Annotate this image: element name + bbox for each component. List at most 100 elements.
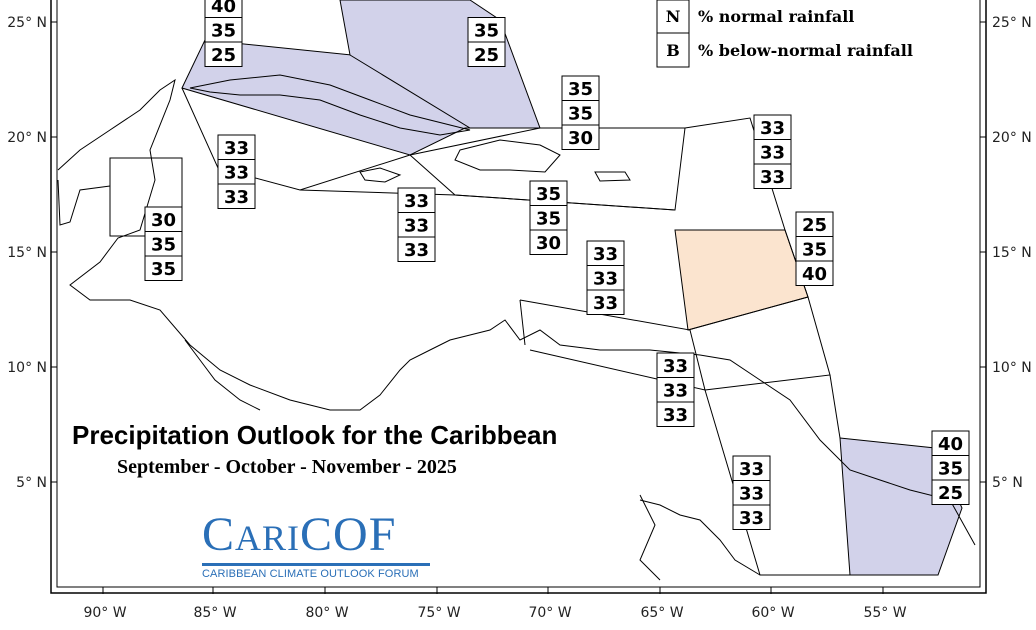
legend-box-b	[656, 32, 690, 68]
prob-cell	[561, 100, 600, 126]
prob-value-normal: 33	[224, 163, 249, 184]
prob-cell	[586, 289, 625, 315]
prob-value-normal: 35	[211, 21, 236, 42]
lon-tick-label: 75° W	[417, 605, 460, 621]
prob-value-above: 33	[739, 459, 764, 480]
prob-cell	[144, 231, 183, 257]
prob-value-above: 35	[536, 184, 561, 205]
lat-tick-label-left: 10° N	[7, 360, 47, 376]
prob-value-above: 33	[224, 138, 249, 159]
zone-box-hispaniola: 35 35 30	[529, 180, 568, 255]
prob-cell	[732, 480, 771, 506]
prob-value-normal: 35	[536, 209, 561, 230]
lat-tick-label-right: 20° N	[992, 130, 1032, 146]
legend: N % normal rainfall B % below-normal rai…	[656, 0, 913, 68]
lat-tick-label-left: 20° N	[7, 130, 47, 146]
prob-value-above: 33	[663, 356, 688, 377]
zone-box-jamaica: 33 33 33	[397, 187, 436, 262]
map-title: Precipitation Outlook for the Caribbean	[72, 420, 558, 450]
lon-tick-label: 85° W	[193, 605, 236, 621]
latitude-axis-left: 25° N 20° N 15° N 10° N 5° N	[7, 15, 57, 491]
prob-cell	[204, 17, 243, 43]
prob-value-normal: 33	[760, 143, 785, 164]
lon-tick-label: 60° W	[751, 605, 794, 621]
map-frame-inner	[56, 0, 981, 588]
lat-tick-label-right: 15° N	[992, 245, 1032, 261]
prob-value-normal: 35	[151, 235, 176, 256]
prob-value-normal: 33	[593, 269, 618, 290]
lon-tick-label: 55° W	[863, 605, 906, 621]
prob-value-below: 33	[663, 405, 688, 426]
prob-value-below: 33	[593, 293, 618, 314]
caricof-logo-tagline: CARIBBEAN CLIMATE OUTLOOK FORUM	[202, 568, 419, 580]
prob-cell	[144, 206, 183, 232]
prob-cell	[586, 265, 625, 291]
map-frame-outer	[50, 0, 987, 594]
prob-value-below: 25	[938, 483, 963, 504]
prob-cell	[397, 212, 436, 238]
lat-tick-label-right: 25° N	[992, 15, 1032, 31]
prob-value-below: 25	[211, 45, 236, 66]
prob-value-normal: 35	[802, 240, 827, 261]
legend-text-below: % below-normal rainfall	[698, 41, 913, 60]
prob-cell	[561, 124, 600, 150]
zone-box-northern-leewards: 33 33 33	[753, 114, 792, 189]
lat-tick-label-left: 25° N	[7, 15, 47, 31]
prob-value-above: 25	[802, 215, 827, 236]
zone-box-abc-islands: 33 33 33	[586, 240, 625, 315]
lon-tick-label: 80° W	[305, 605, 348, 621]
zone-box-turks-and-caicos: 35 35 30	[561, 75, 600, 150]
coastlines	[57, 74, 976, 581]
map-subtitle: September - October - November - 2025	[117, 456, 457, 478]
prob-value-below: 33	[739, 508, 764, 529]
prob-cell	[529, 205, 568, 231]
caricof-logo-wordmark: CARICOF	[202, 508, 397, 561]
prob-cell	[795, 260, 834, 286]
prob-value-below: 30	[568, 128, 593, 149]
prob-cell	[656, 401, 695, 427]
lat-tick-label-left: 5° N	[16, 475, 47, 491]
lon-tick-label: 65° W	[640, 605, 683, 621]
prob-value-normal: 35	[938, 459, 963, 480]
prob-cell	[656, 377, 695, 403]
prob-value-normal: 35	[474, 21, 499, 42]
zone-box-belize: 30 35 35	[144, 206, 183, 281]
prob-value-below: 40	[802, 264, 827, 285]
prob-cell	[217, 134, 256, 160]
prob-value-below: 33	[224, 187, 249, 208]
zone-box-windward-islands: 25 35 40	[795, 211, 834, 286]
legend-letter-b: B	[666, 41, 680, 60]
prob-cell	[795, 236, 834, 262]
zone-box-cayman: 33 33 33	[217, 134, 256, 209]
latitude-axis-right: 25° N 20° N 15° N 10° N 5° N	[980, 15, 1032, 491]
prob-value-above: 33	[404, 191, 429, 212]
zone-box-trinidad: 33 33 33	[656, 352, 695, 427]
prob-cell	[204, 41, 243, 67]
prob-cell	[467, 41, 506, 67]
prob-cell	[529, 229, 568, 255]
prob-cell	[753, 114, 792, 140]
prob-value-normal: 33	[739, 484, 764, 505]
prob-cell	[467, 17, 506, 43]
zone-box-suriname-and-french-guiana: 40 35 25	[931, 430, 970, 505]
prob-value-above: 30	[151, 210, 176, 231]
prob-cell	[931, 479, 970, 505]
legend-letter-n: N	[666, 7, 681, 26]
prob-value-below: 25	[474, 45, 499, 66]
prob-cell	[732, 504, 771, 530]
prob-value-above: 33	[760, 118, 785, 139]
prob-cell	[144, 255, 183, 281]
prob-value-above: 33	[593, 244, 618, 265]
prob-value-above: 40	[211, 0, 236, 17]
prob-value-above: 35	[568, 79, 593, 100]
prob-cell	[561, 75, 600, 101]
lat-tick-label-left: 15° N	[7, 245, 47, 261]
prob-value-normal: 33	[663, 381, 688, 402]
prob-cell	[931, 455, 970, 481]
prob-cell	[586, 240, 625, 266]
prob-value-above: 40	[938, 434, 963, 455]
prob-value-below: 35	[151, 259, 176, 280]
